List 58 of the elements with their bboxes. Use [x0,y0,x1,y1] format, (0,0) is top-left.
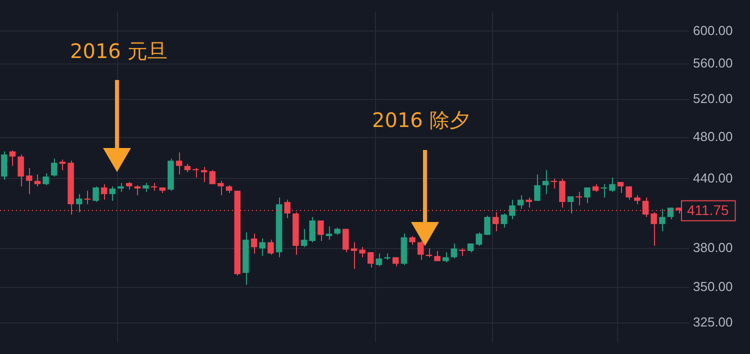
candlestick [659,208,666,232]
candlestick [18,154,24,187]
candlestick [9,150,16,166]
candlestick [318,220,324,242]
candlestick [100,184,108,200]
candlestick [484,215,490,236]
candlestick [600,184,607,198]
candlestick [250,233,258,254]
candlestick [342,228,349,253]
candlestick [200,166,208,182]
candlestick [526,196,532,208]
candlestick [300,228,308,248]
y-tick-label: 325.00 [693,314,733,330]
candlestick [1,150,8,180]
candlestick [650,212,657,246]
candlestick [450,242,458,260]
candlestick [268,239,274,256]
candlestick [509,199,516,220]
candlestick [368,252,374,268]
candlestick [559,178,566,208]
candlestick [26,168,32,195]
candlestick [176,152,182,175]
candlestick [584,186,590,204]
candlestick [109,186,116,202]
y-tick-label: 380.00 [693,240,733,256]
candlestick [76,194,82,213]
candlestick [609,177,616,192]
candlestick [42,172,49,186]
candlestick [209,170,216,185]
candlestick [567,196,574,214]
candlestick [626,186,632,200]
candlestick [418,240,424,260]
candlestick [517,194,524,210]
candlestick [218,180,224,196]
candlestick [350,242,358,270]
y-tick-label: 600.00 [693,22,733,38]
candlestick [51,158,58,178]
candlestick [500,212,508,228]
candlestick [667,207,674,220]
y-tick-label: 480.00 [693,128,733,144]
candlestick [192,168,199,178]
annotation: 2016 元旦 [70,38,168,65]
y-tick-label: 440.00 [693,170,733,186]
candlestick [359,246,366,258]
ref-line-label: 411.75 [687,202,729,218]
candlestick [309,216,316,243]
candlestick [376,252,382,267]
candlestick [476,232,482,246]
candlestick [534,174,540,202]
candlestick [634,194,640,205]
candlestick [326,226,332,240]
y-tick-label: 560.00 [693,56,733,71]
candlestick [92,186,99,202]
y-tick-label: 520.00 [693,90,733,106]
y-tick-label: 350.00 [693,279,733,294]
candlestick [259,238,266,256]
candlestick [59,159,66,171]
annotation: 2016 除夕 [372,107,470,134]
